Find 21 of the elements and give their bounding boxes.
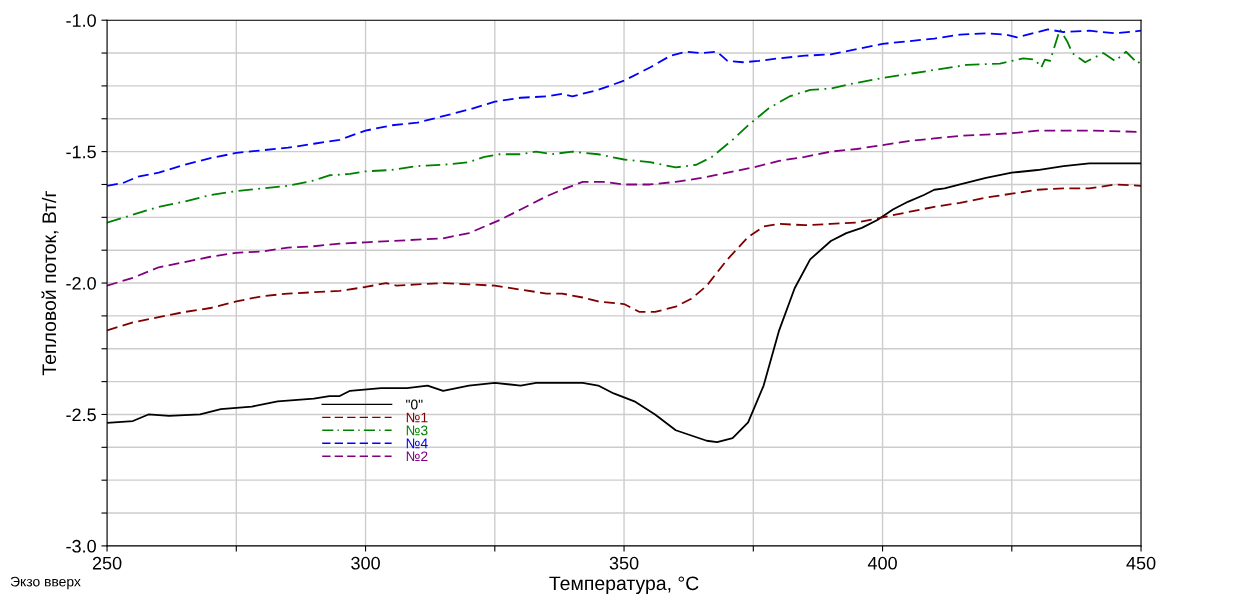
legend-label: №2 bbox=[406, 451, 428, 462]
y-axis-title: Тепловой поток, Вт/г bbox=[41, 191, 59, 376]
y-tick-label: -3.0 bbox=[66, 539, 96, 553]
y-tick-label: -1.5 bbox=[66, 145, 96, 159]
y-tick-label: -2.5 bbox=[66, 408, 96, 422]
x-tick-label: 400 bbox=[867, 556, 897, 570]
text: Экзо вверх bbox=[10, 576, 81, 590]
legend-label: №3 bbox=[406, 425, 428, 436]
line-series bbox=[107, 183, 1142, 332]
x-tick-label: 250 bbox=[92, 556, 122, 570]
y-tick-label: -1.0 bbox=[66, 14, 96, 27]
x-tick-label: 350 bbox=[609, 556, 639, 570]
legend-label: "0" bbox=[406, 399, 423, 410]
x-axis-title: Температура, °C bbox=[549, 576, 699, 594]
y-tick-label: -2.0 bbox=[66, 276, 96, 290]
x-tick-label: 300 bbox=[351, 556, 380, 570]
legend-label: №4 bbox=[406, 438, 428, 449]
line-series bbox=[107, 28, 1142, 224]
legend-label: №1 bbox=[406, 412, 428, 423]
line-series bbox=[107, 28, 1142, 187]
x-tick-label: 450 bbox=[1126, 556, 1156, 570]
